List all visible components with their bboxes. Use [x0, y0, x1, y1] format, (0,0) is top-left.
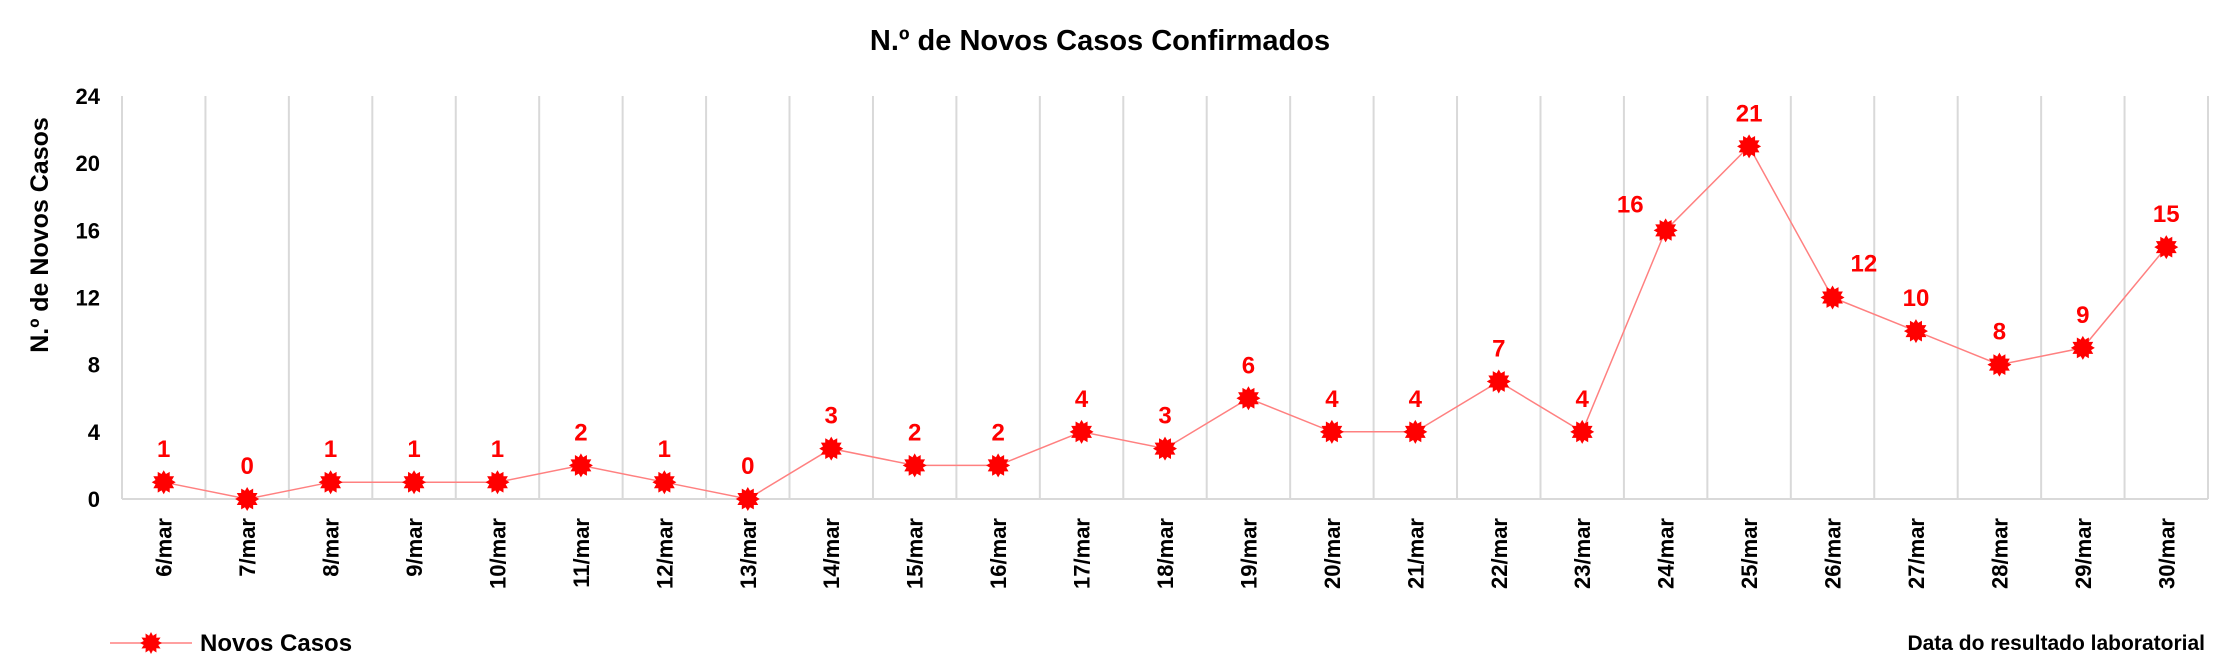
legend-marker-icon [140, 632, 162, 654]
x-tick-label: 21/mar [1403, 518, 1428, 589]
chart-title: N.º de Novos Casos Confirmados [870, 25, 1330, 57]
data-label: 1 [491, 436, 504, 463]
data-label: 15 [2153, 201, 2180, 228]
data-label: 2 [908, 419, 921, 446]
data-point [1903, 319, 1928, 344]
data-point [1653, 218, 1678, 243]
data-point [735, 487, 760, 511]
data-point [1236, 386, 1261, 411]
data-point [151, 470, 176, 495]
x-tick-label: 10/mar [485, 518, 510, 589]
data-point [1319, 419, 1344, 444]
x-tick-label: 28/mar [1987, 518, 2012, 589]
x-axis-ticks: 6/mar 7/mar 8/mar 9/mar 10/mar 11/mar 12/mar 13… [152, 518, 2180, 589]
y-axis-ticks: 0 4 8 12 16 20 24 [76, 84, 101, 512]
data-point [1486, 369, 1511, 394]
data-point [1069, 419, 1094, 444]
data-point [318, 470, 343, 495]
data-label: 4 [1075, 386, 1089, 413]
data-point [902, 453, 927, 478]
data-point [568, 453, 593, 478]
x-tick-label: 18/mar [1153, 518, 1178, 589]
x-tick-label: 25/mar [1737, 518, 1762, 589]
data-label: 0 [240, 453, 253, 480]
data-label: 8 [1993, 319, 2006, 346]
x-tick-label: 15/mar [903, 518, 928, 589]
data-label: 3 [1158, 403, 1171, 430]
y-tick-label: 12 [76, 286, 100, 311]
y-tick-label: 16 [76, 218, 100, 243]
x-tick-label: 24/mar [1654, 518, 1679, 589]
data-label: 4 [1409, 386, 1423, 413]
data-label: 2 [991, 419, 1004, 446]
y-axis-label: N.º de Novos Casos [26, 117, 54, 353]
data-point [402, 470, 427, 495]
data-label: 3 [825, 403, 838, 430]
x-tick-label: 30/mar [2154, 518, 2179, 589]
x-tick-label: 12/mar [652, 518, 677, 589]
data-point [986, 453, 1011, 478]
x-axis-label: Data do resultado laboratorial [1907, 632, 2205, 655]
data-point [2070, 335, 2095, 360]
x-tick-label: 11/mar [569, 518, 594, 588]
data-label: 4 [1325, 386, 1339, 413]
x-tick-label: 13/mar [736, 518, 761, 589]
data-point [485, 470, 510, 495]
data-label: 10 [1903, 285, 1930, 312]
legend-label: Novos Casos [200, 630, 352, 657]
data-label: 0 [741, 453, 754, 480]
data-point [819, 436, 844, 461]
data-point [1737, 134, 1762, 159]
data-point [1820, 285, 1845, 310]
data-label: 7 [1492, 335, 1505, 362]
legend-star [140, 632, 162, 654]
y-tick-label: 4 [88, 420, 101, 445]
y-tick-label: 0 [88, 487, 100, 512]
x-tick-label: 14/mar [819, 518, 844, 589]
data-point [2154, 235, 2179, 260]
data-label: 9 [2076, 302, 2089, 329]
x-tick-label: 27/mar [1904, 518, 1929, 589]
legend: Novos Casos [110, 630, 352, 657]
data-label: 16 [1617, 191, 1644, 218]
data-label: 1 [658, 436, 671, 463]
x-tick-label: 19/mar [1236, 518, 1261, 589]
x-tick-label: 17/mar [1070, 518, 1095, 589]
y-tick-label: 8 [88, 353, 100, 378]
data-point [652, 470, 677, 495]
data-point [235, 487, 260, 511]
data-label: 1 [407, 436, 420, 463]
x-tick-label: 6/mar [152, 518, 177, 577]
x-tick-label: 29/mar [2071, 518, 2096, 589]
data-point [1153, 436, 1177, 461]
x-tick-label: 26/mar [1821, 518, 1846, 589]
x-tick-label: 20/mar [1320, 518, 1345, 589]
y-tick-label: 20 [76, 151, 100, 176]
data-point [1570, 419, 1595, 444]
data-label: 1 [324, 436, 337, 463]
x-tick-label: 22/mar [1487, 518, 1512, 589]
data-point [1403, 419, 1428, 444]
y-tick-label: 24 [76, 84, 101, 109]
series-group [151, 134, 2179, 511]
x-tick-label: 7/mar [235, 518, 260, 577]
data-label: 21 [1736, 100, 1763, 127]
data-label: 6 [1242, 352, 1255, 379]
x-tick-label: 16/mar [986, 518, 1011, 589]
data-label: 1 [157, 436, 170, 463]
x-tick-label: 9/mar [402, 518, 427, 577]
data-label: 4 [1576, 386, 1590, 413]
x-tick-label: 23/mar [1570, 518, 1595, 589]
data-label: 2 [574, 419, 587, 446]
x-tick-label: 8/mar [319, 518, 344, 577]
data-label: 12 [1851, 251, 1878, 278]
data-point [1987, 352, 2012, 377]
